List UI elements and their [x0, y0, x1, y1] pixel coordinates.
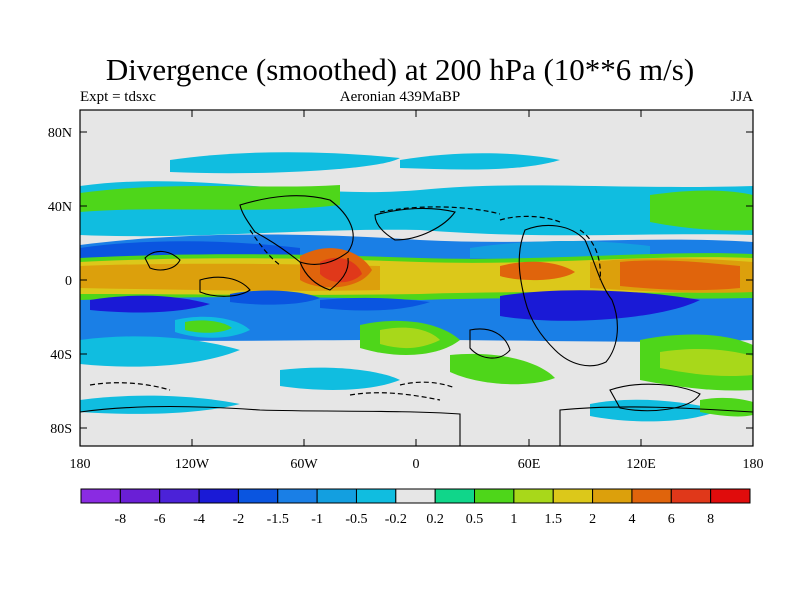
colorbar-swatch — [631, 488, 672, 504]
colorbar-label: 2 — [589, 512, 596, 527]
colorbar-swatch — [592, 488, 633, 504]
colorbar: -8 -6 -4 -2 -1.5 -1 -0.5 -0.2 0.2 0.5 1 1.5 2 4 6 8 — [80, 488, 751, 527]
colorbar-swatch — [670, 488, 712, 504]
lon-label: 60W — [290, 457, 318, 472]
colorbar-swatch — [119, 488, 161, 504]
period-label: Aeronian 439MaBP — [339, 89, 461, 105]
season-label: JJA — [730, 89, 753, 105]
colorbar-swatch — [395, 488, 436, 504]
lat-label: 80N — [48, 126, 72, 141]
lon-label: 60E — [518, 457, 541, 472]
experiment-label: Expt = tdsxc — [80, 89, 156, 105]
colorbar-label: -6 — [154, 512, 166, 527]
colorbar-label: 0.2 — [426, 512, 444, 527]
colorbar-label: -0.2 — [385, 512, 407, 527]
map-field — [80, 110, 753, 446]
colorbar-swatch — [513, 488, 554, 504]
colorbar-label: -1 — [311, 512, 323, 527]
colorbar-label: -4 — [193, 512, 205, 527]
lat-label: 80S — [50, 422, 72, 437]
colorbar-label: 4 — [628, 512, 635, 527]
longitude-axis: 180 120W 60W 0 60E 120E 180 — [70, 110, 764, 472]
coastlines — [80, 195, 753, 446]
colorbar-label: -2 — [233, 512, 245, 527]
colorbar-label: 1 — [510, 512, 517, 527]
lon-label: 180 — [70, 457, 91, 472]
colorbar-label: 0.5 — [466, 512, 484, 527]
colorbar-swatch — [159, 488, 200, 504]
colorbar-label: -8 — [115, 512, 127, 527]
lon-label: 120E — [626, 457, 656, 472]
colorbar-swatch — [552, 488, 594, 504]
colorbar-swatch — [355, 488, 397, 504]
lat-label: 0 — [65, 274, 72, 289]
lon-label: 120W — [175, 457, 210, 472]
colorbar-label: 6 — [668, 512, 675, 527]
colorbar-swatch — [237, 488, 279, 504]
colorbar-swatch — [474, 488, 515, 504]
colorbar-label: -0.5 — [345, 512, 367, 527]
colorbar-label: -1.5 — [267, 512, 289, 527]
plot-title: Divergence (smoothed) at 200 hPa (10**6 … — [105, 52, 695, 87]
lon-label: 180 — [743, 457, 764, 472]
lat-label: 40N — [48, 200, 72, 215]
colorbar-swatch — [80, 488, 121, 504]
latitude-axis: 80N 40N 0 40S 80S — [48, 126, 753, 437]
colorbar-swatch — [710, 488, 751, 504]
colorbar-swatch — [434, 488, 476, 504]
lon-label: 0 — [413, 457, 420, 472]
colorbar-swatch — [277, 488, 318, 504]
lat-label: 40S — [50, 348, 72, 363]
paleo-coastlines — [89, 206, 601, 401]
colorbar-swatch — [198, 488, 239, 504]
colorbar-swatch — [316, 488, 357, 504]
colorbar-label: 8 — [707, 512, 714, 527]
colorbar-label: 1.5 — [544, 512, 562, 527]
